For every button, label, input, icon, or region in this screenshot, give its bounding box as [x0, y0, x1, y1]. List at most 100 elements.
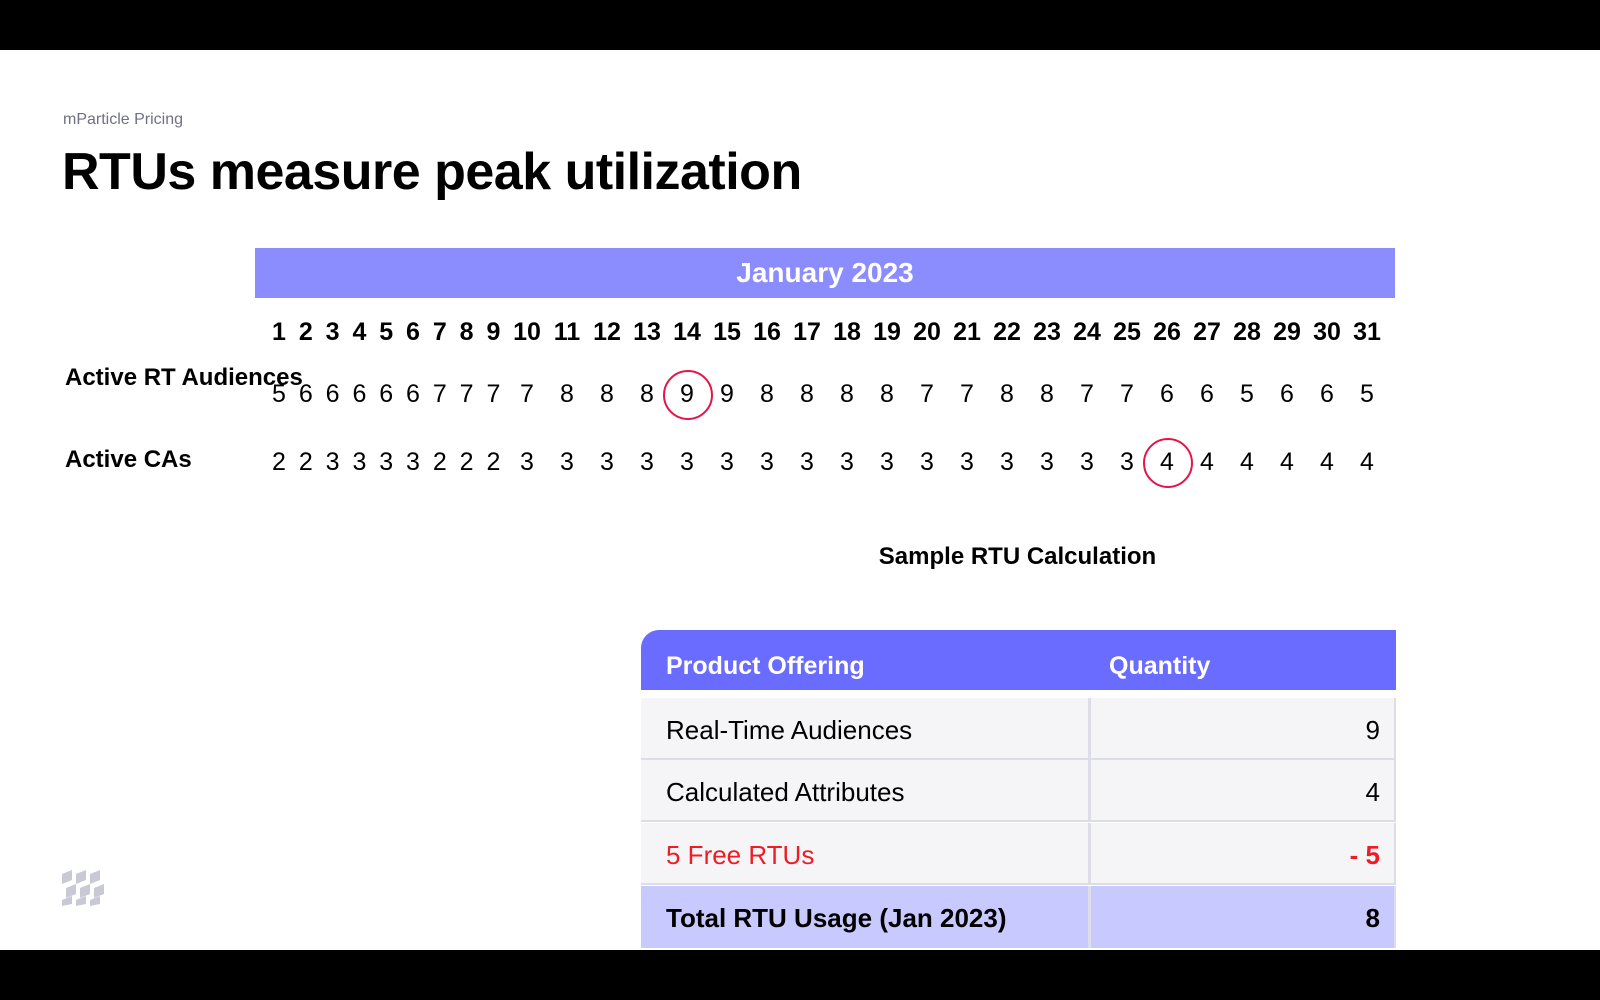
day-value: 3 — [1040, 448, 1054, 476]
day-value: 7 — [1120, 380, 1134, 408]
day-number: 23 — [1033, 318, 1061, 346]
peak-circle-icon — [663, 370, 713, 420]
day-value: 8 — [600, 380, 614, 408]
day-value: 3 — [800, 448, 814, 476]
day-value: 5 — [1240, 380, 1254, 408]
day-number: 29 — [1273, 318, 1301, 346]
row-offering: Total RTU Usage (Jan 2023) — [666, 903, 1007, 933]
day-value: 3 — [379, 448, 394, 476]
day-number: 31 — [1353, 318, 1381, 346]
day-value: 4 — [1360, 448, 1374, 476]
calculation-table-header: Product Offering Quantity — [641, 630, 1396, 690]
day-value: 4 — [1320, 448, 1334, 476]
day-value: 4 — [1240, 448, 1254, 476]
day-number: 16 — [753, 318, 781, 346]
day-number: 18 — [833, 318, 861, 346]
day-value: 8 — [840, 380, 854, 408]
day-value: 6 — [298, 380, 313, 408]
day-number: 7 — [432, 318, 447, 346]
slide: mParticle Pricing RTUs measure peak util… — [0, 50, 1600, 950]
day-value: 4 — [1280, 448, 1294, 476]
day-value: 3 — [600, 448, 614, 476]
day-value: 8 — [800, 380, 814, 408]
day-number: 28 — [1233, 318, 1261, 346]
day-value: 3 — [1080, 448, 1094, 476]
day-number: 15 — [713, 318, 741, 346]
day-number: 22 — [993, 318, 1021, 346]
row-offering: 5 Free RTUs — [666, 840, 815, 870]
day-value: 7 — [486, 380, 501, 408]
day-value: 3 — [520, 448, 534, 476]
day-number: 2 — [298, 318, 313, 346]
table-row-total: Total RTU Usage (Jan 2023) 8 — [641, 886, 1396, 948]
day-value: 6 — [406, 380, 420, 408]
day-number: 10 — [513, 318, 541, 346]
month-header: January 2023 — [255, 248, 1395, 298]
day-value: 5 — [1360, 380, 1374, 408]
day-number: 30 — [1313, 318, 1341, 346]
day-number: 24 — [1073, 318, 1101, 346]
day-value: 8 — [560, 380, 574, 408]
day-value: 8 — [760, 380, 774, 408]
day-value: 6 — [1320, 380, 1334, 408]
row-quantity: 9 — [1365, 715, 1380, 745]
day-number: 3 — [325, 318, 340, 346]
day-value: 6 — [1160, 380, 1174, 408]
day-number: 13 — [633, 318, 661, 346]
day-value: 6 — [325, 380, 340, 408]
day-value: 3 — [406, 448, 420, 476]
day-value: 5 — [272, 380, 286, 408]
day-value: 2 — [459, 448, 474, 476]
day-value: 8 — [1000, 380, 1014, 408]
header-quantity: Quantity — [1109, 652, 1211, 680]
day-value: 3 — [920, 448, 934, 476]
row-quantity: 8 — [1365, 903, 1380, 933]
day-value: 3 — [960, 448, 974, 476]
day-value: 4 — [1200, 448, 1214, 476]
day-value: 3 — [680, 448, 694, 476]
row-offering: Real-Time Audiences — [666, 715, 913, 745]
day-number: 14 — [673, 318, 701, 346]
day-number: 12 — [593, 318, 621, 346]
day-number: 11 — [553, 318, 581, 346]
deck-kicker: mParticle Pricing — [63, 111, 184, 128]
table-row-free-rtus: 5 Free RTUs - 5 — [641, 823, 1396, 885]
day-number: 5 — [379, 318, 394, 346]
day-value: 3 — [1000, 448, 1014, 476]
day-value: 2 — [272, 448, 286, 476]
day-value: 3 — [560, 448, 574, 476]
day-value: 7 — [520, 380, 534, 408]
row-quantity: 4 — [1365, 777, 1380, 807]
day-number: 17 — [793, 318, 821, 346]
day-value: 3 — [720, 448, 734, 476]
day-number: 25 — [1113, 318, 1141, 346]
day-value: 7 — [459, 380, 474, 408]
day-value: 7 — [1080, 380, 1094, 408]
day-value: 6 — [379, 380, 394, 408]
day-value: 3 — [880, 448, 894, 476]
day-value: 7 — [432, 380, 447, 408]
day-value: 6 — [1280, 380, 1294, 408]
day-value: 6 — [352, 380, 367, 408]
mparticle-logo-icon — [62, 870, 104, 906]
day-value: 3 — [760, 448, 774, 476]
day-value: 8 — [640, 380, 654, 408]
day-number: 9 — [486, 318, 501, 346]
day-number: 8 — [459, 318, 474, 346]
day-value: 3 — [640, 448, 654, 476]
day-value: 3 — [1120, 448, 1134, 476]
day-value: 8 — [880, 380, 894, 408]
day-number: 21 — [953, 318, 981, 346]
day-value: 8 — [1040, 380, 1054, 408]
row-label-cas: Active CAs — [65, 446, 192, 473]
day-value: 2 — [486, 448, 501, 476]
day-value: 3 — [325, 448, 340, 476]
slide-title: RTUs measure peak utilization — [62, 143, 802, 201]
day-number: 1 — [272, 318, 286, 346]
row-offering: Calculated Attributes — [666, 777, 905, 807]
day-number: 6 — [406, 318, 420, 346]
day-value: 7 — [960, 380, 974, 408]
row-quantity: - 5 — [1349, 840, 1380, 870]
table-row: Real-Time Audiences 9 — [641, 698, 1396, 760]
day-number: 27 — [1193, 318, 1221, 346]
